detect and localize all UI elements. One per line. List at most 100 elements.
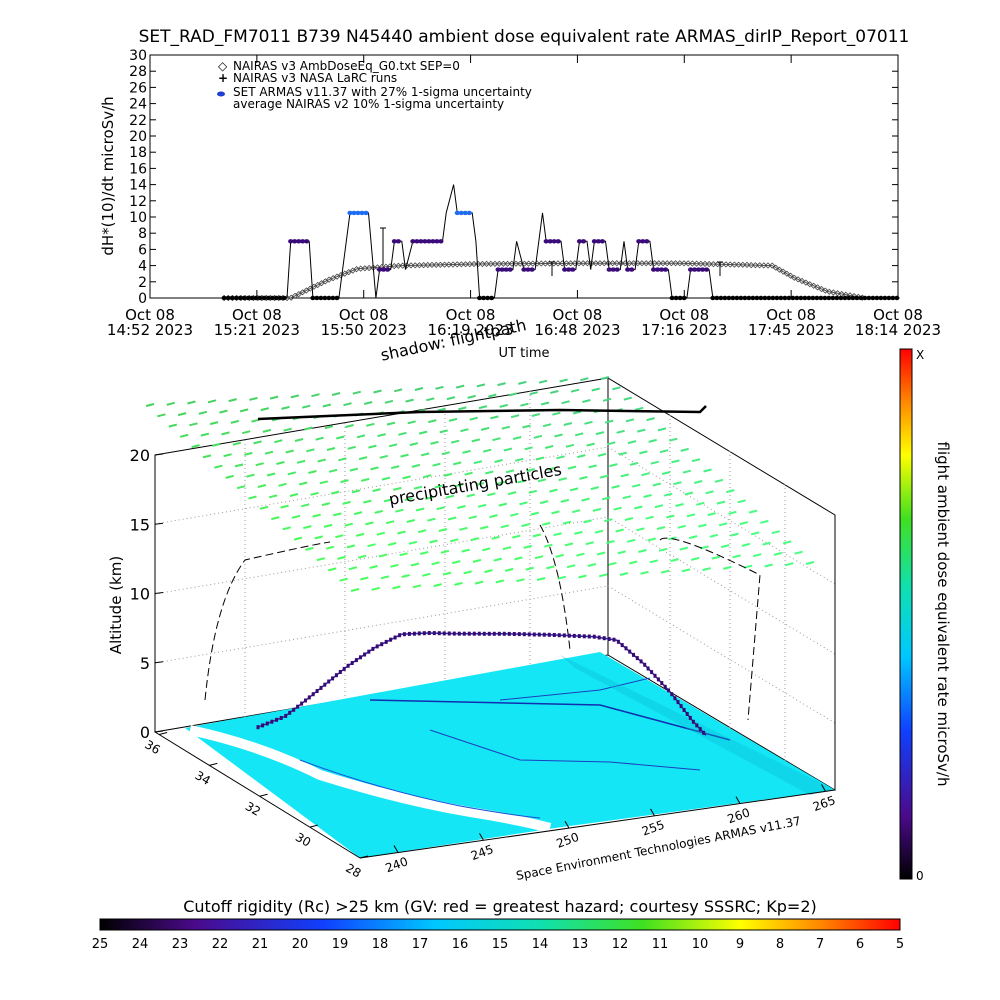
particle-mark (425, 496, 434, 500)
nairas-point (479, 260, 486, 268)
nairas-point (776, 266, 783, 273)
nairas-model-series (220, 260, 866, 302)
particle-mark (654, 504, 664, 509)
particle-mark (439, 429, 448, 434)
y-tick-label: 16 (129, 161, 147, 177)
flight-altitude-point (624, 646, 628, 651)
flight-altitude-point (557, 633, 561, 638)
particle-mark (290, 394, 300, 399)
particle-mark (428, 419, 437, 424)
particle-mark (469, 416, 478, 421)
z-tick-label: 0 (140, 723, 150, 742)
particle-mark (628, 560, 638, 565)
particle-mark (625, 418, 635, 423)
particle-mark (512, 436, 522, 440)
particle-mark (363, 499, 372, 504)
particle-mark (508, 392, 518, 397)
armas-point (418, 239, 424, 244)
particle-mark (604, 518, 613, 523)
flight-altitude-point (407, 631, 411, 636)
particle-mark (600, 376, 610, 380)
rigidity-tick-label: 5 (896, 937, 904, 952)
particle-mark (325, 545, 335, 550)
dose-colorbar-label: flight ambient dose equivalent rate micr… (934, 442, 952, 787)
particle-mark (321, 502, 331, 507)
particle-mark (714, 478, 724, 483)
particle-mark (308, 470, 317, 474)
flight-altitude-point (432, 631, 436, 636)
particle-mark (434, 484, 443, 489)
nairas-point (834, 290, 841, 297)
armas-point (391, 239, 397, 244)
particle-mark (693, 480, 703, 484)
particle-mark (637, 428, 646, 433)
flight-altitude-point (422, 631, 426, 636)
particle-mark (455, 384, 465, 389)
nairas-point (441, 261, 448, 268)
particle-mark (274, 439, 283, 444)
armas-point (878, 295, 884, 301)
particle-mark (482, 448, 492, 453)
rigidity-tick-label: 6 (856, 937, 864, 952)
particle-mark (397, 530, 406, 535)
nairas-point (787, 272, 794, 279)
particle-mark (422, 474, 432, 479)
particle-mark (338, 457, 347, 462)
particle-mark (315, 436, 324, 441)
particle-mark (669, 437, 678, 442)
y-tick-label: 24 (129, 97, 147, 113)
nairas-point (706, 260, 713, 268)
state-border (499, 677, 651, 701)
particle-mark (622, 495, 632, 500)
particle-mark (563, 422, 573, 426)
nairas-point (424, 261, 431, 269)
y-tick-label: 30 (129, 48, 147, 64)
armas-point (521, 267, 527, 272)
particle-mark (510, 414, 520, 419)
flight-altitude-point (270, 719, 274, 724)
particle-mark (657, 427, 667, 432)
legend-entry-label: NAIRAS v3 AmbDoseEq_G0.txt SEP=0 (233, 59, 460, 73)
flight-altitude-point (437, 631, 441, 636)
nairas-point (584, 260, 591, 267)
particle-mark (223, 453, 232, 458)
armas-point (818, 295, 824, 301)
armas-point (688, 267, 694, 272)
particle-mark (602, 397, 612, 402)
particle-mark (773, 551, 783, 556)
rigidity-tick-label: 25 (92, 937, 109, 952)
nairas-point (676, 260, 683, 267)
armas-point (806, 295, 812, 301)
particle-mark (560, 498, 570, 503)
particle-mark (666, 514, 675, 519)
particle-mark (202, 454, 212, 459)
particle-mark (228, 398, 237, 403)
particle-mark (390, 563, 399, 568)
particle-mark (488, 393, 497, 398)
armas-point (562, 267, 568, 272)
nairas-point (630, 260, 637, 267)
particle-mark (658, 547, 668, 552)
particle-mark (420, 452, 430, 457)
particle-mark (709, 533, 719, 538)
armas-point (257, 295, 263, 301)
armas-point (838, 295, 844, 301)
particle-mark (533, 434, 543, 439)
particle-mark (452, 560, 461, 565)
particle-mark (478, 405, 488, 410)
flight-altitude-point (284, 713, 288, 718)
particle-mark (604, 419, 614, 424)
particle-mark (306, 448, 315, 453)
particle-mark (314, 535, 323, 540)
particle-mark (619, 572, 629, 576)
armas-point (555, 239, 561, 244)
x-tick-label-time: 15:50 2023 (321, 321, 407, 339)
flight-altitude-point (371, 646, 375, 651)
armas-point (566, 267, 572, 272)
particle-mark (304, 426, 313, 431)
particle-mark (393, 486, 402, 491)
flight-altitude-point (338, 670, 342, 674)
particle-mark (342, 500, 351, 505)
particle-mark (698, 523, 707, 528)
